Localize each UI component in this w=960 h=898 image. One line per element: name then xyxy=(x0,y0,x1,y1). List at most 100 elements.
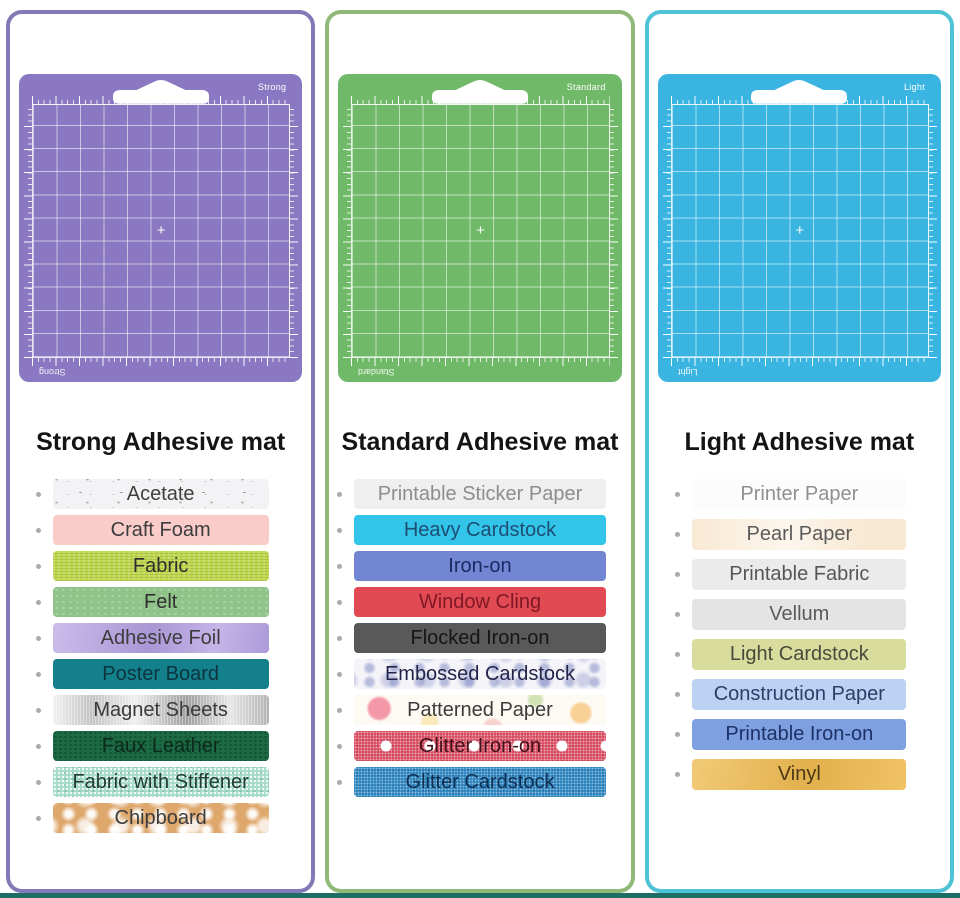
bullet-dot-icon xyxy=(675,692,681,697)
bullet-dot-icon xyxy=(336,707,342,713)
material-swatch: Pearl Paper xyxy=(692,519,907,550)
bullet-dot-icon xyxy=(675,612,681,617)
ruler-ticks-bottom xyxy=(351,358,610,366)
material-row: Faux Leather xyxy=(35,731,269,761)
material-row: Poster Board xyxy=(35,659,269,689)
ruler-ticks-bottom xyxy=(32,358,291,366)
material-swatch: Light Cardstock xyxy=(692,639,907,670)
material-swatch: Window Cling xyxy=(353,587,606,617)
material-row: Flocked Iron-on xyxy=(336,623,606,653)
bullet-dot-icon xyxy=(336,743,342,749)
mat-grid: + xyxy=(32,104,291,358)
material-swatch: Felt xyxy=(52,587,269,617)
material-swatch: Construction Paper xyxy=(692,679,907,710)
bullet-dot-icon xyxy=(336,563,342,569)
bullet-dot-icon xyxy=(35,707,41,713)
mat-bottom-label: Standard xyxy=(358,367,395,377)
material-row: Adhesive Foil xyxy=(35,623,269,653)
bullet-dot-icon xyxy=(675,572,681,577)
bullet-dot-icon xyxy=(336,671,342,677)
material-row: Window Cling xyxy=(336,587,606,617)
material-swatch: Magnet Sheets xyxy=(52,695,269,725)
bullet-dot-icon xyxy=(336,527,342,533)
material-swatch: Glitter Cardstock xyxy=(353,767,606,797)
bottom-edge-strip xyxy=(0,893,960,898)
materials-list-strong: Acetate Craft Foam Fabric Felt xyxy=(10,479,311,833)
bullet-dot-icon xyxy=(35,671,41,677)
ruler-ticks-top xyxy=(32,96,291,104)
material-row: Felt xyxy=(35,587,269,617)
material-row: Fabric xyxy=(35,551,269,581)
materials-list-standard: Printable Sticker Paper Heavy Cardstock … xyxy=(329,479,630,797)
panel-title-light: Light Adhesive mat xyxy=(684,428,915,456)
mat-bottom-label: Light xyxy=(677,367,698,377)
bullet-dot-icon xyxy=(675,532,681,537)
panel-title-strong: Strong Adhesive mat xyxy=(36,428,286,456)
mat-corner-label: Standard xyxy=(566,82,606,92)
material-row: Embossed Cardstock xyxy=(336,659,606,689)
mat-grid: + xyxy=(351,104,610,358)
material-swatch: Printable Sticker Paper xyxy=(353,479,606,509)
bullet-dot-icon xyxy=(336,779,342,785)
bullet-dot-icon xyxy=(35,491,41,497)
material-swatch: Printable Iron-on xyxy=(692,719,907,750)
material-row: Iron-on xyxy=(336,551,606,581)
material-swatch: Flocked Iron-on xyxy=(353,623,606,653)
center-crosshair-icon: + xyxy=(795,221,805,239)
ruler-ticks-top xyxy=(670,96,929,104)
bullet-dot-icon xyxy=(675,652,681,657)
material-swatch: Printer Paper xyxy=(692,479,907,510)
panel-title-standard: Standard Adhesive mat xyxy=(341,428,619,456)
bullet-dot-icon xyxy=(35,635,41,641)
ruler-ticks-left xyxy=(662,104,671,358)
cutting-mat-strong: Strong + Strong xyxy=(19,74,303,382)
ruler-ticks-right xyxy=(290,104,299,358)
mat-bottom-label: Strong xyxy=(39,367,66,377)
material-row: Acetate xyxy=(35,479,269,509)
material-row: Vellum xyxy=(675,599,907,630)
material-row: Printable Sticker Paper xyxy=(336,479,606,509)
material-swatch: Printable Fabric xyxy=(692,559,907,590)
material-swatch: Vellum xyxy=(692,599,907,630)
mat-corner-label: Strong xyxy=(258,82,287,92)
bullet-dot-icon xyxy=(35,527,41,533)
material-swatch: Chipboard xyxy=(52,803,269,833)
material-swatch: Poster Board xyxy=(52,659,269,689)
ruler-ticks-top xyxy=(351,96,610,104)
material-swatch: Iron-on xyxy=(353,551,606,581)
material-row: Chipboard xyxy=(35,803,269,833)
material-swatch: Vinyl xyxy=(692,759,907,790)
material-row: Pearl Paper xyxy=(675,519,907,550)
material-row: Construction Paper xyxy=(675,679,907,710)
material-row: Craft Foam xyxy=(35,515,269,545)
panel-standard-adhesive: Standard + Standard Standard Adhesive ma… xyxy=(325,10,635,893)
center-crosshair-icon: + xyxy=(476,221,485,239)
material-swatch: Adhesive Foil xyxy=(52,623,269,653)
ruler-ticks-right xyxy=(609,104,618,358)
materials-list-light: Printer Paper Pearl Paper Printable Fabr… xyxy=(649,479,950,790)
material-row: Printable Fabric xyxy=(675,559,907,590)
bullet-dot-icon xyxy=(336,635,342,641)
bullet-dot-icon xyxy=(35,815,41,821)
cutting-mat-light: Light + Light xyxy=(657,74,941,382)
center-crosshair-icon: + xyxy=(156,221,166,239)
bullet-dot-icon xyxy=(336,491,342,497)
material-row: Glitter Cardstock xyxy=(336,767,606,797)
bullet-dot-icon xyxy=(35,743,41,749)
material-row: Magnet Sheets xyxy=(35,695,269,725)
bullet-dot-icon xyxy=(336,599,342,605)
panel-light-adhesive: Light + Light Light Adhesive mat Printer… xyxy=(644,10,954,893)
material-row: Vinyl xyxy=(675,759,907,790)
bullet-dot-icon xyxy=(35,779,41,785)
ruler-ticks-left xyxy=(343,104,352,358)
material-swatch: Embossed Cardstock xyxy=(353,659,606,689)
material-swatch: Fabric xyxy=(52,551,269,581)
ruler-ticks-left xyxy=(24,104,32,358)
mat-corner-label: Light xyxy=(903,82,925,92)
material-row: Fabric with Stiffener xyxy=(35,767,269,797)
material-swatch: Patterned Paper xyxy=(353,695,606,725)
panel-strong-adhesive: Strong + Strong Strong Adhesive mat Acet… xyxy=(6,10,316,893)
material-swatch: Craft Foam xyxy=(52,515,269,545)
